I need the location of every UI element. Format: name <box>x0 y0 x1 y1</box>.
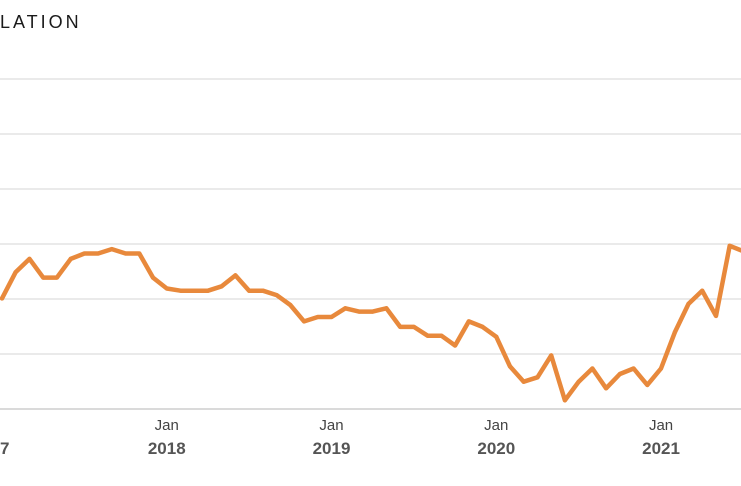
data-point <box>370 309 375 314</box>
data-point <box>219 284 224 289</box>
data-point <box>700 288 705 293</box>
data-point <box>384 306 389 311</box>
data-point <box>274 293 279 298</box>
data-point <box>494 334 499 339</box>
data-point <box>178 288 183 293</box>
data-point <box>576 379 581 384</box>
data-point <box>480 324 485 329</box>
data-point <box>164 286 169 291</box>
data-point <box>41 275 46 280</box>
data-point <box>425 333 430 338</box>
data-point <box>123 251 128 256</box>
data-point <box>398 324 403 329</box>
data-point <box>631 366 636 371</box>
data-point <box>247 288 252 293</box>
data-point <box>714 313 718 318</box>
data-point <box>590 366 595 371</box>
data-point <box>151 275 155 280</box>
data-point <box>96 251 101 256</box>
data-point <box>535 375 540 380</box>
x-tick-year-label: 2020 <box>477 439 515 458</box>
data-point <box>54 275 59 280</box>
chart-title: LATION <box>0 12 82 32</box>
data-point <box>466 319 471 324</box>
x-tick-year-label: 2021 <box>642 439 680 458</box>
x-tick-year-label: 2018 <box>148 439 186 458</box>
data-point <box>192 288 197 293</box>
data-point <box>645 383 650 387</box>
x-axis-ticks: 7 Jan 2018 Jan 2019 Jan 2020 Jan 2021 <box>0 417 680 458</box>
x-tick-month-label: Jan <box>319 417 343 434</box>
x-tick-month-label: Jan <box>649 417 673 434</box>
data-point <box>508 364 512 369</box>
data-point <box>617 372 622 376</box>
x-tick-month-label: Jan <box>155 417 179 434</box>
x-tick-month-label: Jan <box>484 417 508 434</box>
data-point <box>233 273 238 278</box>
gridlines <box>0 78 741 355</box>
data-point <box>109 247 114 252</box>
data-point <box>686 301 691 306</box>
data-point <box>521 379 526 384</box>
data-point <box>672 330 677 335</box>
data-point <box>343 306 348 311</box>
data-point <box>453 343 458 348</box>
data-point <box>0 296 4 301</box>
data-point <box>549 353 554 358</box>
data-point <box>411 324 416 329</box>
data-point <box>68 256 73 261</box>
data-point <box>329 315 334 319</box>
data-point <box>439 333 444 338</box>
data-point <box>659 366 663 371</box>
data-point <box>13 270 18 275</box>
data-point <box>357 309 361 314</box>
x-tick-year-label: 7 <box>0 439 9 458</box>
data-point <box>302 319 307 324</box>
x-tick-year-label: 2019 <box>313 439 351 458</box>
data-point <box>137 251 142 256</box>
data-point <box>562 398 567 403</box>
data-point <box>206 288 210 293</box>
data-point <box>604 386 609 391</box>
series-line <box>0 243 741 403</box>
data-point <box>727 243 732 248</box>
data-point <box>315 315 320 319</box>
data-point <box>27 256 32 261</box>
data-points <box>0 243 732 403</box>
data-point <box>82 251 87 256</box>
data-point <box>288 303 293 307</box>
data-point <box>260 288 265 293</box>
